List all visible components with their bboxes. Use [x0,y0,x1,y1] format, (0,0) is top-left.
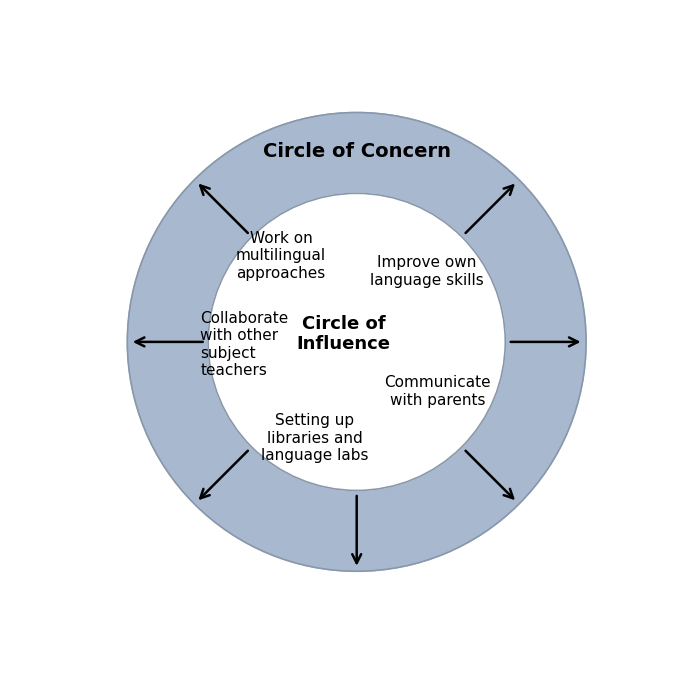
Text: Circle of Concern: Circle of Concern [262,142,451,161]
Text: Setting up
libraries and
language labs: Setting up libraries and language labs [261,414,369,463]
Text: Work on
multilingual
approaches: Work on multilingual approaches [236,231,326,281]
Text: Collaborate
with other
subject
teachers: Collaborate with other subject teachers [200,311,289,378]
Circle shape [127,112,586,571]
Text: Circle of
Influence: Circle of Influence [296,315,390,353]
Circle shape [208,194,505,490]
Text: Communicate
with parents: Communicate with parents [384,375,491,408]
Text: Improve own
language skills: Improve own language skills [370,255,484,288]
